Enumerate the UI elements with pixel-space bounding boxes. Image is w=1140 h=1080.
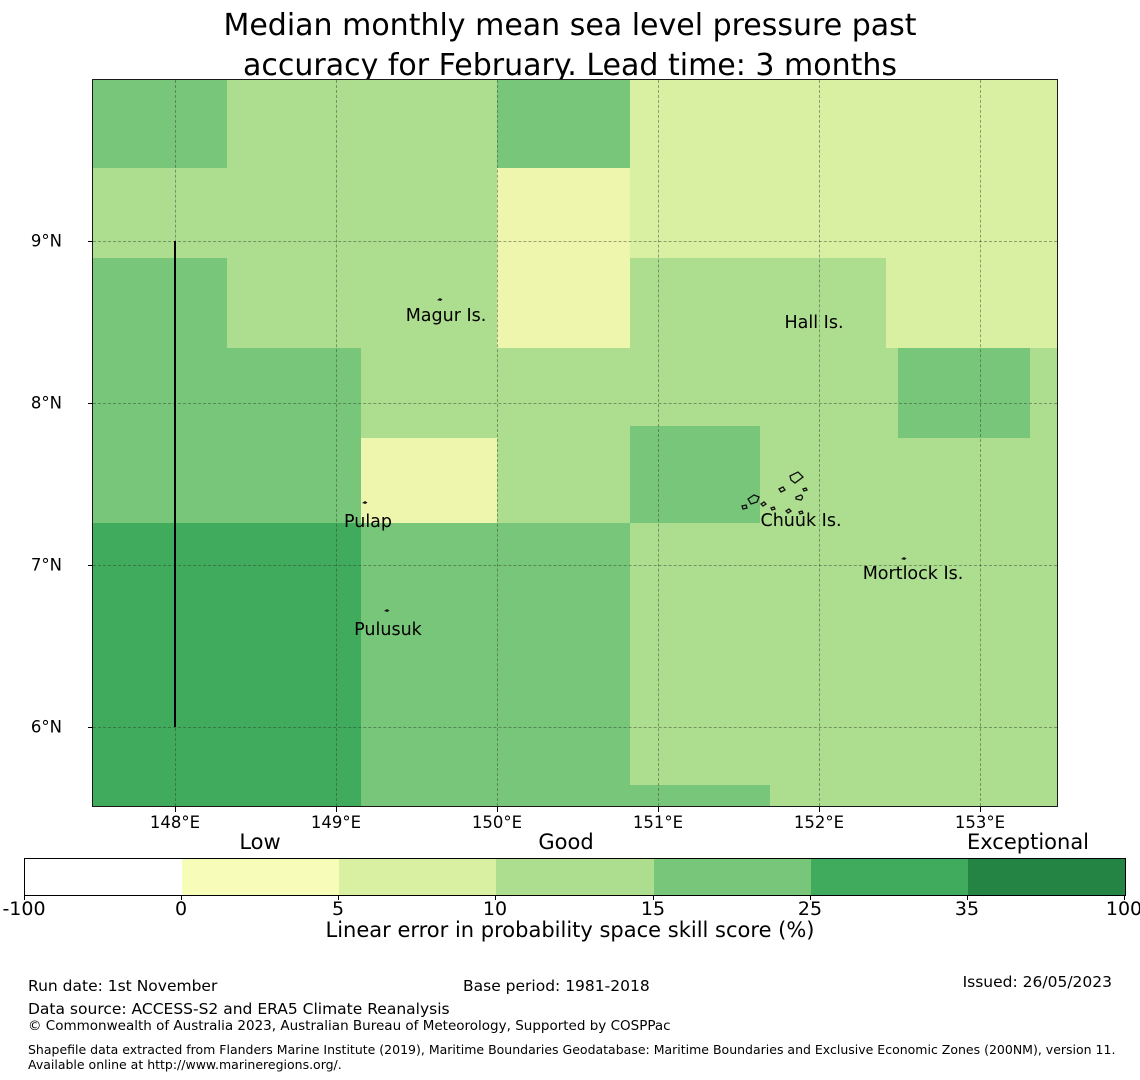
horizontal-gridline bbox=[93, 727, 1057, 728]
chuuk-island-outline bbox=[770, 506, 776, 511]
shapefile-attribution-text: Shapefile data extracted from Flanders M… bbox=[28, 1042, 1116, 1072]
colorbar-tick-mark bbox=[653, 895, 654, 900]
skill-category-label: Good bbox=[538, 830, 594, 854]
colorbar-tick-mark bbox=[338, 895, 339, 900]
chuuk-island-outline bbox=[778, 486, 786, 493]
small-island-mark bbox=[437, 298, 443, 301]
x-tick-label: 149°E bbox=[310, 813, 362, 832]
colorbar-tick-mark bbox=[495, 895, 496, 900]
colorbar-segment bbox=[653, 859, 811, 895]
map-plot-area: Magur Is. Hall Is. Pulap Chuuk Is. Mortlock … bbox=[92, 79, 1058, 807]
heatmap-cell bbox=[898, 348, 1030, 438]
colorbar bbox=[24, 858, 1126, 896]
horizontal-gridline bbox=[93, 565, 1057, 566]
data-source-text: Data source: ACCESS-S2 and ERA5 Climate … bbox=[28, 1000, 450, 1018]
island-label: Mortlock Is. bbox=[862, 564, 964, 584]
island-label: Hall Is. bbox=[784, 313, 844, 333]
colorbar-tick-mark bbox=[967, 895, 968, 900]
x-tick-mark bbox=[819, 807, 820, 812]
x-tick-label: 152°E bbox=[793, 813, 845, 832]
colorbar-segment bbox=[967, 859, 1125, 895]
colorbar-tick-mark bbox=[24, 895, 25, 900]
colorbar-tick-label: 10 bbox=[482, 898, 508, 920]
y-tick-label: 6°N bbox=[30, 717, 62, 737]
heatmap-cell bbox=[361, 523, 630, 806]
colorbar-segment bbox=[496, 859, 654, 895]
y-tick-label: 8°N bbox=[30, 393, 62, 413]
colorbar-tick-mark bbox=[1124, 895, 1125, 900]
chart-title-line1: Median monthly mean sea level pressure p… bbox=[223, 8, 917, 43]
x-tick-mark bbox=[980, 807, 981, 812]
chart-title: Median monthly mean sea level pressure p… bbox=[0, 6, 1140, 86]
chuuk-island-outline bbox=[802, 487, 808, 492]
x-tick-label: 148°E bbox=[149, 813, 201, 832]
heatmap-cell bbox=[93, 523, 361, 806]
x-tick-label: 150°E bbox=[471, 813, 523, 832]
y-tick-mark bbox=[88, 241, 93, 242]
chuuk-island-outline bbox=[789, 471, 804, 484]
chart-title-line2: accuracy for February. Lead time: 3 mont… bbox=[242, 48, 898, 83]
vertical-gridline bbox=[497, 80, 498, 806]
heatmap-cell bbox=[497, 80, 630, 168]
x-tick-label: 151°E bbox=[632, 813, 684, 832]
vertical-gridline bbox=[658, 80, 659, 806]
issued-text: Issued: 26/05/2023 bbox=[962, 973, 1112, 991]
chuuk-island-outline bbox=[759, 501, 768, 507]
heatmap-cell bbox=[361, 438, 497, 523]
horizontal-gridline bbox=[93, 403, 1057, 404]
y-tick-mark bbox=[88, 403, 93, 404]
y-tick-mark bbox=[88, 565, 93, 566]
island-label: Chuuk Is. bbox=[760, 511, 842, 531]
x-tick-mark bbox=[175, 807, 176, 812]
copyright-text: © Commonwealth of Australia 2023, Austra… bbox=[28, 1018, 671, 1034]
colorbar-segment bbox=[339, 859, 497, 895]
colorbar-segment bbox=[25, 859, 183, 895]
colorbar-segment bbox=[182, 859, 340, 895]
colorbar-tick-label: 5 bbox=[331, 898, 345, 920]
colorbar-tick-label: 100 bbox=[1105, 898, 1140, 920]
skill-category-label: Low bbox=[239, 830, 281, 854]
chuuk-island-outline bbox=[795, 494, 804, 501]
x-tick-mark bbox=[336, 807, 337, 812]
colorbar-segment bbox=[810, 859, 968, 895]
x-tick-label: 153°E bbox=[954, 813, 1006, 832]
island-label: Pulap bbox=[343, 512, 393, 532]
heatmap-cell bbox=[886, 258, 1057, 348]
heatmap-cell bbox=[630, 785, 770, 806]
base-period-text: Base period: 1981-2018 bbox=[463, 977, 650, 995]
vertical-gridline bbox=[819, 80, 820, 806]
vertical-gridline bbox=[336, 80, 337, 806]
eez-boundary-line bbox=[174, 241, 176, 727]
heatmap-cell bbox=[630, 426, 760, 523]
colorbar-tick-label: 25 bbox=[797, 898, 823, 920]
colorbar-tick-label: 15 bbox=[640, 898, 666, 920]
skill-category-label: Exceptional bbox=[966, 830, 1090, 854]
heatmap-cell bbox=[497, 168, 630, 348]
x-tick-mark bbox=[497, 807, 498, 812]
colorbar-tick-label: 35 bbox=[954, 898, 980, 920]
heatmap-cell bbox=[630, 80, 1057, 258]
heatmap-cell bbox=[93, 348, 361, 523]
colorbar-caption: Linear error in probability space skill … bbox=[325, 918, 815, 942]
colorbar-tick-label: -100 bbox=[2, 898, 46, 920]
vertical-gridline bbox=[980, 80, 981, 806]
heatmap-cell bbox=[93, 80, 227, 168]
horizontal-gridline bbox=[93, 241, 1057, 242]
colorbar-tick-mark bbox=[810, 895, 811, 900]
small-island-mark bbox=[901, 557, 907, 560]
colorbar-tick-mark bbox=[181, 895, 182, 900]
colorbar-tick-label: 0 bbox=[174, 898, 188, 920]
run-date-text: Run date: 1st November bbox=[28, 977, 218, 995]
y-tick-label: 7°N bbox=[30, 555, 62, 575]
island-label: Magur Is. bbox=[405, 306, 487, 326]
island-label: Pulusuk bbox=[354, 620, 422, 640]
y-tick-mark bbox=[88, 727, 93, 728]
x-tick-mark bbox=[658, 807, 659, 812]
y-tick-label: 9°N bbox=[30, 231, 62, 251]
heatmap-cell bbox=[93, 258, 227, 348]
